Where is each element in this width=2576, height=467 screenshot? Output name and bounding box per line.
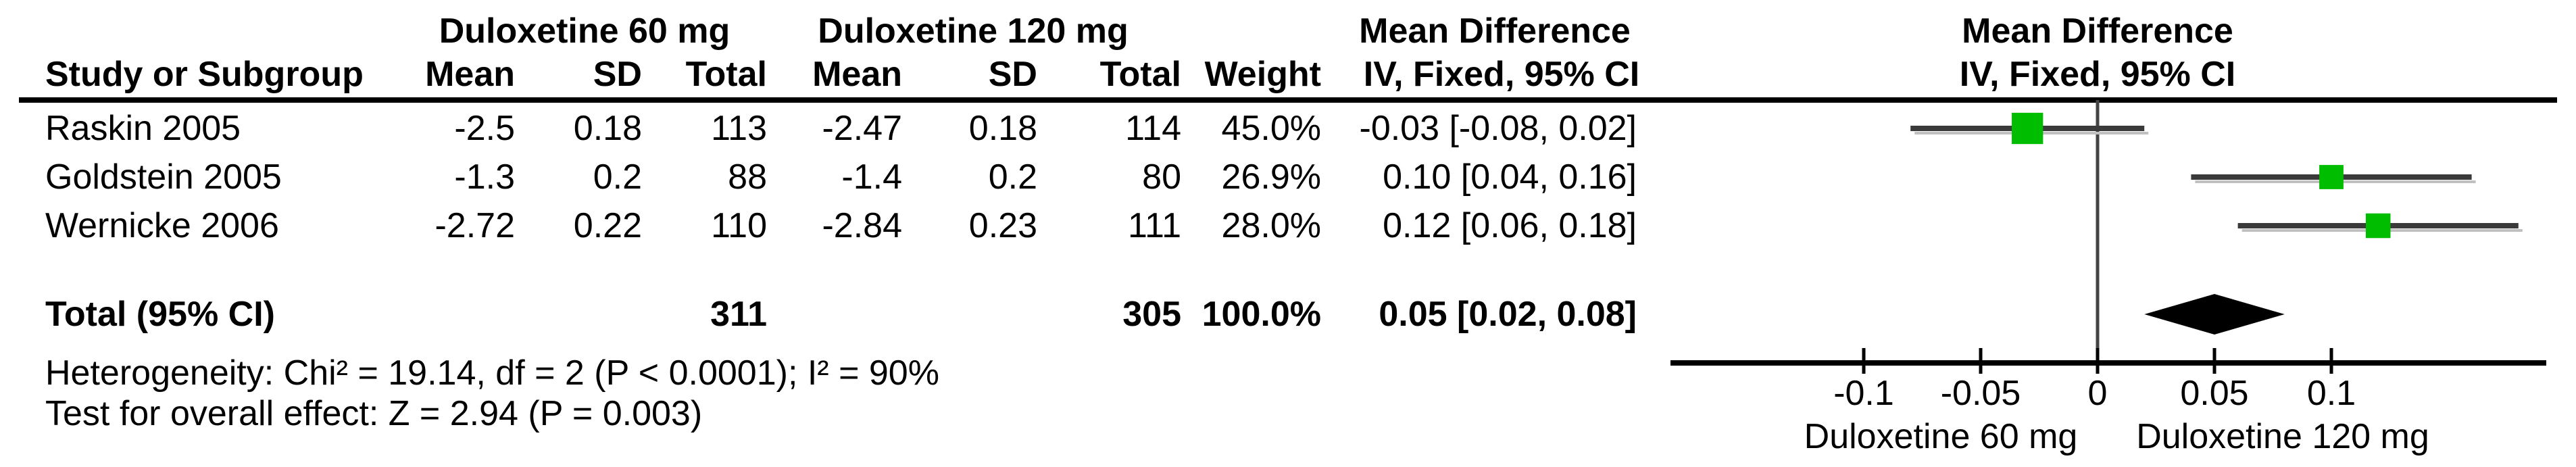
study-weight-marker [2319, 165, 2344, 189]
sd1-value: 0.18 [573, 109, 642, 148]
weight-value: 28.0% [1221, 206, 1321, 245]
col-weight-header: Weight [1204, 55, 1321, 94]
weight-value: 26.9% [1221, 157, 1321, 197]
group2-header: Duloxetine 120 mg [818, 11, 1129, 51]
x-axis-tick-label: 0 [2088, 374, 2108, 413]
mean2-value: -2.84 [822, 206, 902, 245]
total1-value: 110 [711, 206, 767, 245]
col-sd1-header: SD [593, 55, 642, 94]
total2-value: 80 [1142, 157, 1181, 197]
col-total2-header: Total [1099, 55, 1181, 94]
total2-value: 111 [1127, 206, 1181, 245]
overall-effect-note: Test for overall effect: Z = 2.94 (P = 0… [45, 394, 703, 433]
study-weight-marker [2365, 213, 2391, 239]
sd1-value: 0.2 [593, 157, 642, 197]
x-axis-tick-label: 0.05 [2180, 374, 2248, 413]
total-weight: 100.0% [1202, 295, 1321, 334]
md-table-title: Mean Difference [1359, 11, 1631, 51]
mean2-value: -2.47 [822, 109, 902, 148]
study-name: Goldstein 2005 [45, 157, 282, 197]
col-study-header: Study or Subgroup [45, 55, 364, 94]
total-ci-text: 0.05 [0.02, 0.08] [1379, 295, 1637, 334]
study-weight-marker [2012, 112, 2044, 145]
sd1-value: 0.22 [573, 206, 642, 245]
mean1-value: -2.5 [454, 109, 515, 148]
plot-iv-header: IV, Fixed, 95% CI [1959, 55, 2236, 94]
x-axis-tick-label: -0.05 [1941, 374, 2021, 413]
study-name: Wernicke 2006 [45, 206, 279, 245]
x-axis-tick-label: 0.1 [2307, 374, 2356, 413]
favours-left-label: Duloxetine 60 mg [1804, 417, 2078, 456]
mean1-value: -2.72 [435, 206, 515, 245]
mean1-value: -1.3 [454, 157, 515, 197]
total-n-group2: 305 [1122, 295, 1181, 334]
total-label: Total (95% CI) [45, 295, 275, 334]
col-iv-header: IV, Fixed, 95% CI [1363, 55, 1640, 94]
study-name: Raskin 2005 [45, 109, 241, 148]
col-mean1-header: Mean [425, 55, 515, 94]
total1-value: 88 [728, 157, 767, 197]
col-total1-header: Total [685, 55, 767, 94]
sd2-value: 0.2 [988, 157, 1037, 197]
ci-text: 0.12 [0.06, 0.18] [1383, 206, 1637, 245]
header-rule [19, 97, 2557, 103]
pooled-diamond [2144, 294, 2285, 335]
mean2-value: -1.4 [841, 157, 902, 197]
sd2-value: 0.23 [968, 206, 1037, 245]
sd2-value: 0.18 [968, 109, 1037, 148]
total2-value: 114 [1125, 109, 1181, 148]
total1-value: 113 [711, 109, 767, 148]
total-n-group1: 311 [710, 295, 767, 334]
md-plot-title: Mean Difference [1962, 11, 2233, 51]
group1-header: Duloxetine 60 mg [439, 11, 730, 51]
heterogeneity-note: Heterogeneity: Chi² = 19.14, df = 2 (P <… [45, 353, 939, 393]
ci-text: -0.03 [-0.08, 0.02] [1359, 109, 1637, 148]
ci-text: 0.10 [0.04, 0.16] [1383, 157, 1637, 197]
col-sd2-header: SD [988, 55, 1037, 94]
favours-right-label: Duloxetine 120 mg [2136, 417, 2429, 456]
weight-value: 45.0% [1221, 109, 1321, 148]
col-mean2-header: Mean [812, 55, 902, 94]
x-axis-tick-label: -0.1 [1833, 374, 1894, 413]
